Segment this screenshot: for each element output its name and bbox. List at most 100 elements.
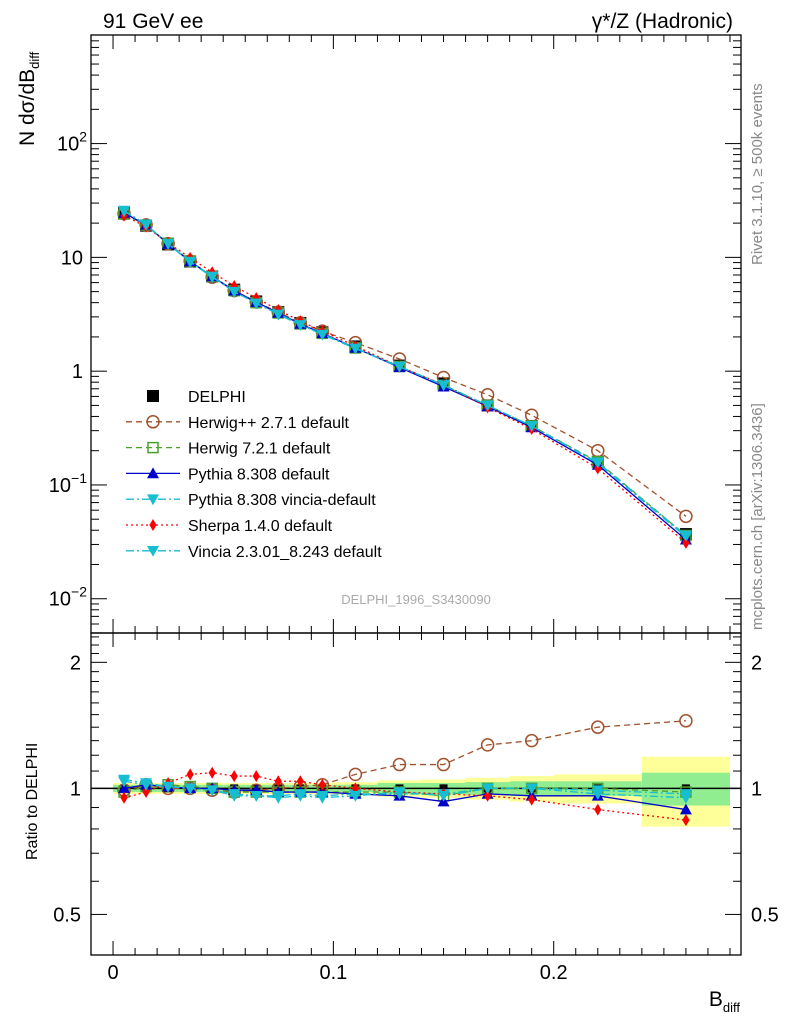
ratio-point-sherpa [208, 766, 216, 779]
y-tick-label: 10−2 [49, 584, 87, 611]
point-herwigpp [679, 509, 693, 524]
series-line-pythia_vincia [123, 209, 687, 538]
legend-marker [146, 415, 160, 429]
legend: DELPHI Herwig++ 2.7.1 default Herwig 7.2.1… [126, 389, 382, 561]
ratio-point-herwigpp [348, 767, 363, 782]
ratio-y-tick-label: 1 [70, 778, 81, 800]
legend-label: Sherpa 1.4.0 default [188, 518, 333, 535]
ratio-y-tick-label-right: 0.5 [751, 904, 779, 926]
ratio-point-vincia [162, 781, 175, 793]
mcplots-label: mcplots.cern.ch [arXiv:1306.3436] [749, 403, 766, 630]
point-vincia [591, 457, 604, 469]
legend-marker [147, 494, 159, 506]
ratio-point-herwigpp [480, 738, 495, 752]
ratio-point-sherpa [252, 770, 260, 783]
point-vincia [525, 421, 538, 432]
point-vincia [228, 286, 241, 298]
legend-marker [147, 467, 159, 479]
ratio-point-herwigpp [392, 757, 407, 772]
ratio-point-sherpa [186, 768, 194, 781]
legend-label: Herwig 7.2.1 default [188, 441, 331, 458]
ratio-axes-frame [90, 632, 742, 956]
y-tick-label: 1 [72, 361, 83, 383]
legend-entry-vincia: Vincia 2.3.01_8.243 default [126, 544, 382, 561]
ratio-curves [117, 714, 693, 827]
ratio-panel: 0.5 0.5 1 1 2 2 0 0.1 0.2 [53, 632, 779, 984]
legend-entry-herwig7: Herwig 7.2.1 default [126, 441, 331, 458]
ratio-point-sherpa [528, 793, 536, 806]
series-data [118, 207, 692, 541]
ratio-point-sherpa [318, 778, 326, 791]
ratio-point-vincia [481, 783, 494, 795]
legend-entry-pythia: Pythia 8.308 default [126, 466, 330, 483]
point-vincia [250, 298, 263, 310]
ratio-point-vincia [349, 790, 362, 802]
energy-title: 91 GeV ee [103, 10, 203, 33]
point-vincia [349, 343, 362, 355]
x-tick-label: 0.2 [540, 962, 568, 984]
ratio-point-herwigpp [591, 720, 605, 734]
legend-label: Pythia 8.308 default [188, 466, 330, 483]
y-tick-label: 10 [61, 247, 83, 269]
main-curves [117, 205, 693, 549]
ratio-series-sherpa [120, 766, 690, 827]
point-vincia [272, 309, 285, 321]
process-title: γ*/Z (Hadronic) [592, 10, 733, 33]
legend-marker [147, 390, 159, 402]
point-vincia [393, 361, 406, 373]
ratio-y-tick-label: 2 [70, 652, 81, 674]
point-vincia [679, 530, 692, 542]
ratio-point-sherpa [120, 791, 128, 804]
ratio-series-vincia [118, 776, 692, 804]
series-line-herwig7 [123, 213, 687, 536]
rivet-label: Rivet 3.1.10, ≥ 500k events [749, 83, 766, 265]
ratio-point-vincia [140, 779, 153, 791]
ratio-point-vincia [525, 783, 538, 795]
ratio-point-vincia [437, 790, 450, 802]
ratio-point-sherpa [594, 803, 602, 816]
legend-label: Herwig++ 2.7.1 default [188, 415, 350, 432]
legend-entry-pythia_vincia: Pythia 8.308 vincia-default [126, 492, 376, 509]
ratio-point-sherpa [682, 814, 690, 827]
series-line-vincia [123, 210, 687, 536]
ratio-point-vincia [272, 792, 285, 804]
point-vincia [316, 329, 329, 341]
ratio-point-vincia [294, 790, 307, 802]
legend-label: Vincia 2.3.01_8.243 default [188, 544, 382, 561]
ratio-y-tick-label-right: 1 [751, 778, 762, 800]
legend-marker [147, 546, 159, 557]
ratio-point-sherpa [142, 786, 150, 799]
ratio-point-vincia [206, 785, 219, 797]
series-vincia [118, 206, 692, 542]
ratio-point-pythia [679, 803, 692, 815]
point-herwigpp [480, 388, 495, 402]
legend-label: Pythia 8.308 vincia-default [188, 492, 376, 509]
ratio-point-sherpa [484, 789, 492, 802]
point-vincia [206, 271, 219, 283]
point-vincia [437, 380, 450, 392]
point-sherpa [682, 536, 690, 549]
x-tick-label: 0.1 [319, 962, 347, 984]
point-vincia [294, 320, 307, 331]
ratio-point-pythia [118, 782, 131, 794]
legend-entry-sherpa: Sherpa 1.4.0 default [126, 518, 333, 535]
legend-marker [147, 441, 159, 454]
ratio-point-vincia [184, 783, 197, 795]
ratio-point-vincia [591, 785, 604, 797]
point-vincia [162, 238, 175, 250]
ratio-y-tick-label: 0.5 [53, 904, 81, 926]
ratio-point-vincia [250, 790, 263, 802]
ratio-y-tick-label-right: 2 [751, 652, 762, 674]
ratio-point-vincia [679, 789, 692, 800]
main-y-axis-label: N dσ/dBdiff [16, 51, 42, 146]
point-vincia [184, 256, 197, 268]
y-tick-label: 102 [57, 129, 87, 156]
ratio-point-vincia [228, 789, 241, 800]
legend-entry-herwigpp: Herwig++ 2.7.1 default [126, 415, 350, 432]
legend-entry-data: DELPHI [147, 389, 246, 406]
y-tick-label: 10−1 [49, 470, 87, 497]
main-panel: 10−2 10−1 1 10 102 [49, 34, 742, 634]
legend-marker [149, 519, 157, 531]
analysis-id: DELPHI_1996_S3430090 [341, 592, 491, 607]
